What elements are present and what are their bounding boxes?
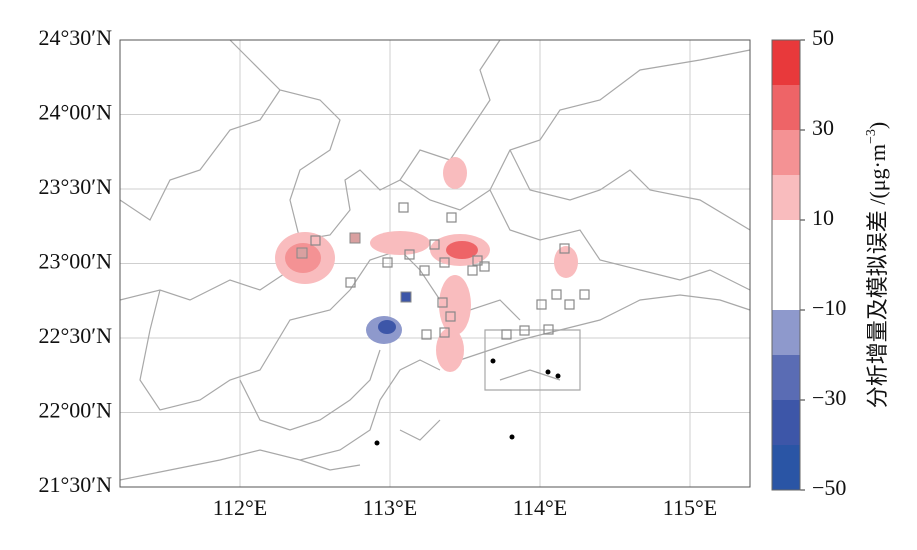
y-tick-label: 22°30′N <box>39 323 113 348</box>
y-tick-label: 23°00′N <box>39 249 113 274</box>
y-tick-label: 22°00′N <box>39 398 113 423</box>
colorbar-tick-label: −50 <box>812 475 846 500</box>
y-tick-label: 24°00′N <box>39 100 113 125</box>
colorbar-bin <box>772 445 800 490</box>
colorbar-bin <box>772 400 800 445</box>
y-tick-label: 23°30′N <box>39 174 113 199</box>
graticule <box>120 39 750 488</box>
colorbar-bin <box>772 175 800 220</box>
x-tick-label: 115°E <box>663 495 717 520</box>
label-end: ) <box>865 122 890 129</box>
colorbar-label: 分析增量及模拟误差 /(μg·m−3) <box>864 122 890 408</box>
label-text: 分析增量及模拟误差 /(μg·m <box>865 144 890 408</box>
colorbar-frame <box>771 39 801 491</box>
y-tick-label: 21°30′N <box>39 472 113 497</box>
x-tick-label: 114°E <box>513 495 567 520</box>
colorbar <box>772 39 805 491</box>
colorbar-bin <box>772 130 800 175</box>
colorbar-tick-label: −10 <box>812 295 846 320</box>
colorbar-bin <box>772 310 800 355</box>
colorbar-bin <box>772 40 800 85</box>
colorbar-bin <box>772 220 800 310</box>
x-tick-label: 112°E <box>213 495 267 520</box>
map-layer <box>119 39 751 481</box>
colorbar-tick-label: 50 <box>812 25 834 50</box>
colorbar-tick-label: −30 <box>812 385 846 410</box>
colorbar-tick-label: 10 <box>812 205 834 230</box>
colorbar-bin <box>772 85 800 130</box>
label-sup: −3 <box>864 129 879 144</box>
y-tick-label: 24°30′N <box>39 25 113 50</box>
x-tick-label: 113°E <box>363 495 417 520</box>
colorbar-bin <box>772 355 800 400</box>
map-frame <box>119 39 751 488</box>
colorbar-tick-label: 30 <box>812 115 834 140</box>
